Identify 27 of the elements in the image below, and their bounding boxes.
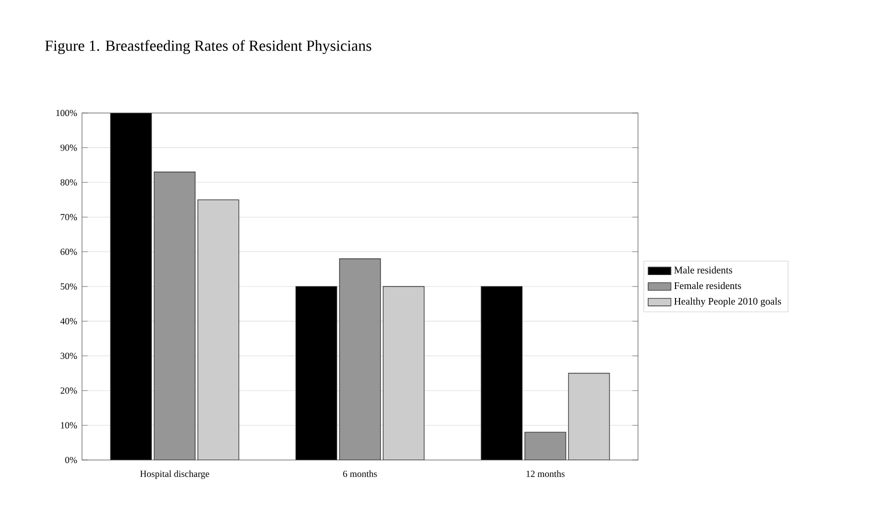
bar (568, 372, 610, 460)
legend-label: Healthy People 2010 goals (674, 298, 782, 307)
y-tick-label: 60% (60, 248, 77, 255)
chart-title: Figure 1. Breastfeeding Rates of Resident Physicians (45, 40, 372, 54)
x-tick-label: 12 months (526, 470, 565, 477)
y-tick-label: 0% (65, 456, 77, 464)
legend-label: Female residents (674, 282, 742, 290)
y-tick-label: 40% (60, 318, 77, 324)
y-tick-label: 30% (60, 352, 77, 360)
bar (110, 112, 152, 460)
y-tick-label: 20% (60, 387, 77, 394)
y-tick-label: 100% (56, 110, 77, 116)
bar (382, 286, 425, 460)
bar (339, 258, 381, 460)
bar (154, 172, 196, 460)
bar (296, 286, 338, 460)
y-tick-label: 90% (60, 144, 77, 151)
bar (198, 199, 240, 460)
y-tick-label: 70% (60, 214, 77, 220)
bar (524, 432, 566, 460)
y-tick-label: 80% (60, 179, 77, 186)
x-tick-label: 6 months (343, 470, 377, 477)
legend-label: Male residents (674, 266, 732, 274)
x-tick-label: Hospital discharge (140, 470, 210, 479)
bar (480, 286, 523, 460)
y-tick-label: 50% (60, 283, 77, 290)
y-tick-label: 10% (61, 422, 77, 428)
